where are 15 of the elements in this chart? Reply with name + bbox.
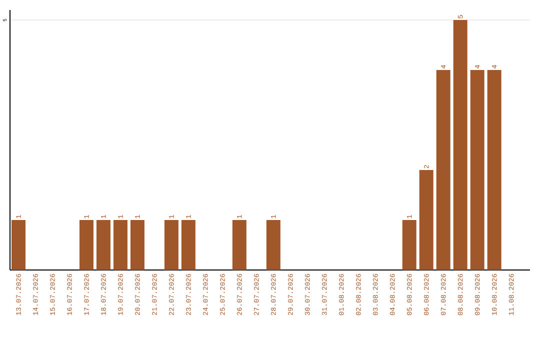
bar xyxy=(436,70,450,270)
bar xyxy=(181,220,196,270)
bar xyxy=(402,220,416,270)
bar xyxy=(113,220,128,270)
bar xyxy=(164,220,178,270)
bar xyxy=(487,70,502,270)
bar xyxy=(419,170,434,270)
bar xyxy=(266,220,280,270)
bar xyxy=(232,220,246,270)
bar xyxy=(79,220,94,270)
bar xyxy=(130,220,144,270)
bar xyxy=(470,70,484,270)
bar xyxy=(12,220,26,270)
bar xyxy=(453,20,468,270)
bar xyxy=(96,220,110,270)
